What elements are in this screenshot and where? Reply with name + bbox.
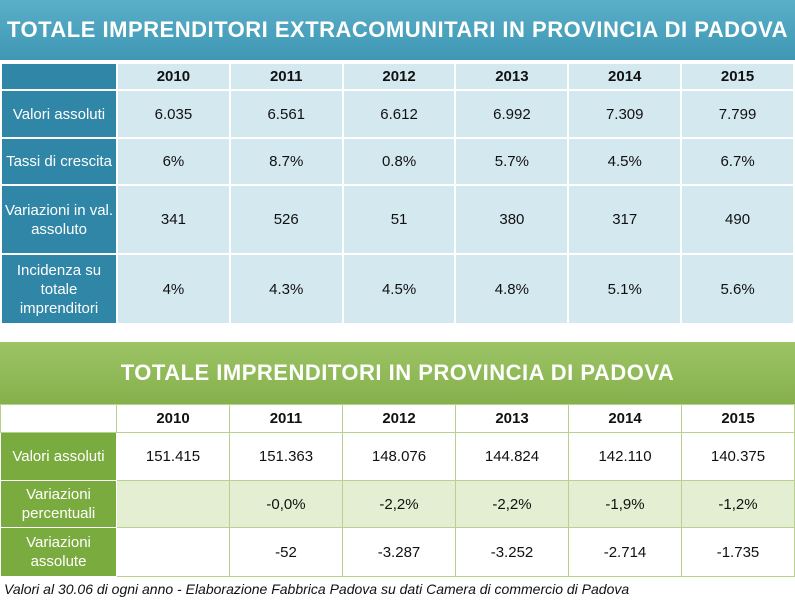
row-label: Valori assoluti: [0, 432, 117, 481]
table-cell: -3.252: [455, 527, 569, 577]
extracomunitari-table: 2010 2011 2012 2013 2014 2015 Valori ass…: [0, 62, 795, 325]
year-header: 2010: [116, 62, 231, 91]
table-row: Variazioni percentuali -0,0% -2,2% -2,2%…: [0, 480, 795, 528]
table-cell: -3.287: [342, 527, 456, 577]
table-cell: 151.363: [229, 432, 343, 481]
table-cell: -2,2%: [455, 480, 569, 528]
year-header: 2011: [229, 404, 343, 433]
table-cell: 0.8%: [341, 137, 457, 186]
row-label: Variazioni in val. assoluto: [0, 184, 118, 255]
table-cell: 148.076: [342, 432, 456, 481]
table-row: Tassi di crescita 6% 8.7% 0.8% 5.7% 4.5%…: [0, 137, 795, 186]
table-cell: 4%: [116, 253, 231, 325]
table-cell: 6.035: [116, 89, 231, 139]
table-row: Variazioni in val. assoluto 341 526 51 3…: [0, 184, 795, 255]
table-cell: 51: [341, 184, 457, 255]
table-cell: -1,9%: [568, 480, 682, 528]
year-header: 2012: [342, 404, 456, 433]
table-cell: 5.1%: [567, 253, 683, 325]
row-label: Tassi di crescita: [0, 137, 118, 186]
table-cell: 7.309: [567, 89, 683, 139]
header-row: 2010 2011 2012 2013 2014 2015: [0, 404, 795, 433]
year-header: 2014: [568, 404, 682, 433]
table-cell: 7.799: [680, 89, 795, 139]
table-cell: 6.992: [454, 89, 570, 139]
table-cell: 144.824: [455, 432, 569, 481]
year-header: 2013: [455, 404, 569, 433]
table-cell: 8.7%: [228, 137, 344, 186]
table-cell: 526: [228, 184, 344, 255]
totale-table-title: TOTALE IMPRENDITORI IN PROVINCIA DI PADO…: [0, 342, 795, 404]
header-row: 2010 2011 2012 2013 2014 2015: [0, 62, 795, 91]
table-cell: 4.8%: [454, 253, 570, 325]
table-cell: 4.3%: [228, 253, 344, 325]
table-cell: [116, 527, 230, 577]
year-header: 2014: [567, 62, 683, 91]
table-cell: 6.561: [228, 89, 344, 139]
source-footnote: Valori al 30.06 di ogni anno - Elaborazi…: [4, 581, 630, 597]
year-header: 2010: [116, 404, 230, 433]
totale-table: 2010 2011 2012 2013 2014 2015 Valori ass…: [0, 404, 795, 577]
table-row: Incidenza su totale imprenditori 4% 4.3%…: [0, 253, 795, 325]
table-cell: 317: [567, 184, 683, 255]
table-cell: 490: [680, 184, 795, 255]
row-label: Variazioni percentuali: [0, 480, 117, 528]
table-cell: 6.7%: [680, 137, 795, 186]
table-cell: 6%: [116, 137, 231, 186]
row-label: Variazioni assolute: [0, 527, 117, 577]
table-cell: 341: [116, 184, 231, 255]
table-cell: 5.7%: [454, 137, 570, 186]
table-cell: 151.415: [116, 432, 230, 481]
year-header: 2015: [681, 404, 795, 433]
table-row: Variazioni assolute -52 -3.287 -3.252 -2…: [0, 527, 795, 577]
year-header: 2012: [341, 62, 457, 91]
table-cell: -2,2%: [342, 480, 456, 528]
table-cell: 4.5%: [567, 137, 683, 186]
corner-cell: [0, 404, 117, 433]
table-row: Valori assoluti 151.415 151.363 148.076 …: [0, 432, 795, 481]
row-label: Valori assoluti: [0, 89, 118, 139]
table-cell: [116, 480, 230, 528]
table-cell: -1.735: [681, 527, 795, 577]
table-cell: 140.375: [681, 432, 795, 481]
table-cell: 6.612: [341, 89, 457, 139]
year-header: 2013: [454, 62, 570, 91]
table-cell: 5.6%: [680, 253, 795, 325]
year-header: 2015: [680, 62, 795, 91]
row-label: Incidenza su totale imprenditori: [0, 253, 118, 325]
table-cell: -1,2%: [681, 480, 795, 528]
table-cell: -52: [229, 527, 343, 577]
extracomunitari-table-title: TOTALE IMPRENDITORI EXTRACOMUNITARI IN P…: [0, 0, 795, 60]
corner-cell: [0, 62, 118, 91]
year-header: 2011: [228, 62, 344, 91]
table-row: Valori assoluti 6.035 6.561 6.612 6.992 …: [0, 89, 795, 139]
table-cell: -0,0%: [229, 480, 343, 528]
table-cell: 142.110: [568, 432, 682, 481]
table-cell: 380: [454, 184, 570, 255]
table-cell: -2.714: [568, 527, 682, 577]
table-cell: 4.5%: [341, 253, 457, 325]
